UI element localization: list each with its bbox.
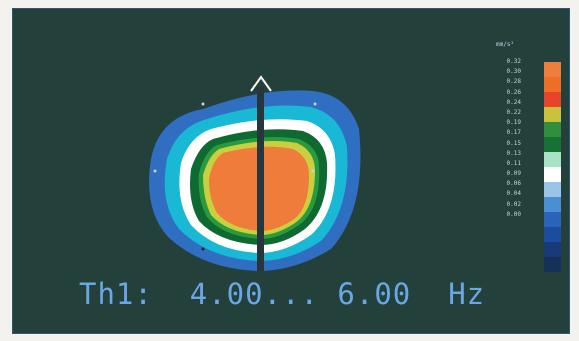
scale-value: 0.11 xyxy=(506,159,521,167)
scale-value: 0.32 xyxy=(506,58,521,65)
midline-divider xyxy=(257,87,264,271)
electrode-marker xyxy=(311,169,315,173)
colorbar-segment xyxy=(544,152,561,167)
topographic-map-display: Th1: 4.00... 6.00 Hz mm/s² 0.32 0.30 0.28 0… xyxy=(12,8,570,334)
colorbar xyxy=(544,62,561,272)
scale-unit: mm/s² xyxy=(496,41,515,48)
color-scale-values: 0.32 0.30 0.28 0.26 0.24 0.22 0.19 0.17 0.15 0.13… xyxy=(493,57,521,220)
electrode-marker xyxy=(201,102,205,106)
scale-value: 0.19 xyxy=(506,119,521,127)
colorbar-segment xyxy=(544,167,561,182)
colorbar-segment xyxy=(544,77,561,92)
scale-value: 0.17 xyxy=(506,129,521,137)
colorbar-segment xyxy=(544,257,561,272)
colorbar-segment xyxy=(544,227,561,242)
scale-value: 0.22 xyxy=(506,108,521,116)
scale-value: 0.15 xyxy=(506,139,521,147)
scale-value: 0.28 xyxy=(506,78,521,86)
scale-value: 0.30 xyxy=(506,68,521,76)
scale-value: 0.02 xyxy=(506,200,521,208)
frequency-band-label: Th1: 4.00... 6.00 Hz xyxy=(79,277,486,311)
scale-value: 0.04 xyxy=(506,190,521,198)
colorbar-segment xyxy=(544,182,561,197)
electrode-marker xyxy=(201,247,205,251)
colorbar-segment xyxy=(544,212,561,227)
scale-value: 0.00 xyxy=(506,210,521,218)
colorbar-segment xyxy=(544,242,561,257)
scale-value: 0.13 xyxy=(506,149,521,157)
electrode-marker xyxy=(153,169,157,173)
scale-value: 0.09 xyxy=(506,170,521,178)
scale-value: 0.26 xyxy=(506,88,521,96)
nose-marker xyxy=(250,75,272,92)
scale-value: 0.06 xyxy=(506,180,521,188)
colorbar-segment xyxy=(544,137,561,152)
colorbar-segment xyxy=(544,197,561,212)
brain-topography-map xyxy=(149,75,361,271)
colorbar-segment xyxy=(544,107,561,122)
scale-value: 0.24 xyxy=(506,98,521,106)
colorbar-segment xyxy=(544,62,561,77)
colorbar-segment xyxy=(544,92,561,107)
electrode-marker xyxy=(313,102,317,106)
colorbar-segment xyxy=(544,122,561,137)
